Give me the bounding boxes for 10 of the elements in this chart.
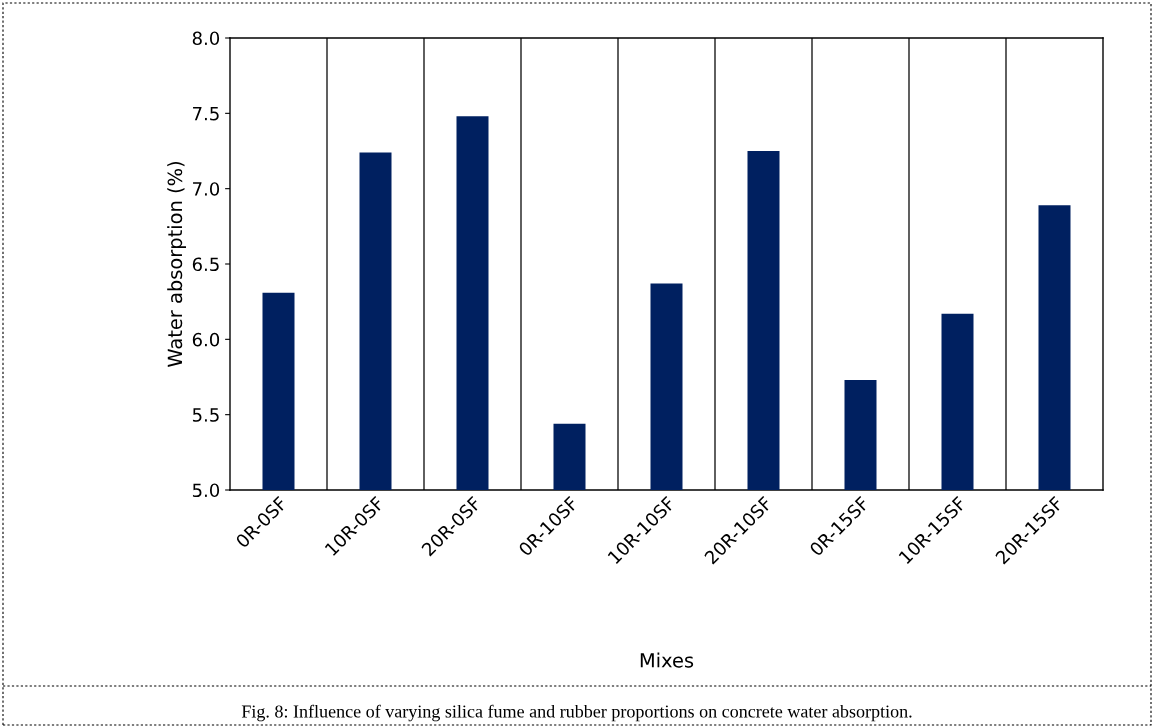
y-axis-title: Water absorption (%) — [167, 161, 187, 368]
y-tick-label: 6.5 — [192, 257, 219, 272]
caption: Fig. 8: Influence of varying silica fume and rubber proportions on concrete water absorption. — [241, 704, 912, 722]
y-tick-label: 8.0 — [192, 31, 220, 46]
x-axis-title: Mixes — [640, 652, 694, 668]
y-tick-label: 6.0 — [192, 332, 220, 347]
y-tick-label: 5.0 — [192, 483, 220, 498]
y-tick-label: 5.5 — [192, 408, 219, 422]
y-tick-label: 7.0 — [193, 182, 220, 196]
y-tick-label: 7.5 — [193, 107, 219, 121]
